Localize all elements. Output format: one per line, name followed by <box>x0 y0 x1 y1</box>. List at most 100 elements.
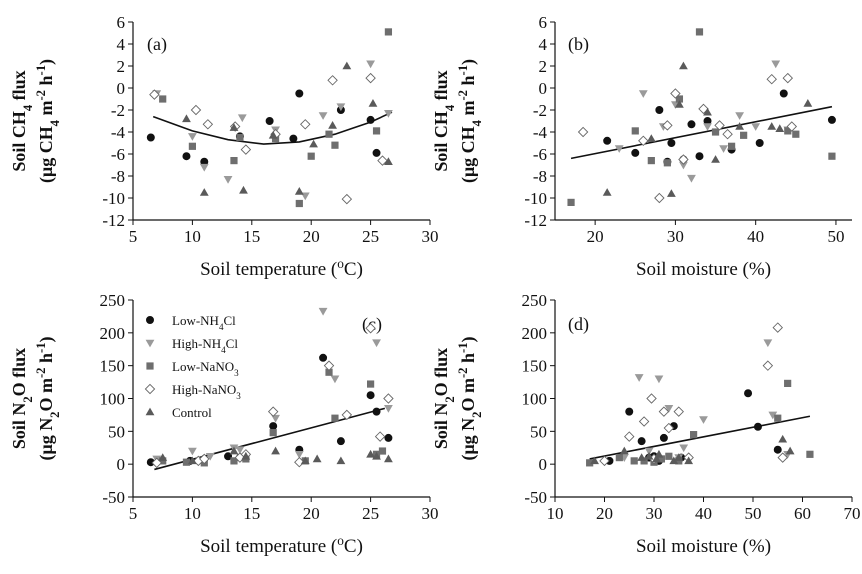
data-point <box>289 134 298 143</box>
data-point <box>331 414 339 422</box>
data-point <box>294 456 305 468</box>
data-point <box>775 124 785 132</box>
legend-label: Low-NaNO3 <box>172 359 239 378</box>
data-point <box>751 123 761 131</box>
x-tick-label: 5 <box>129 504 138 523</box>
data-point <box>644 451 654 460</box>
data-point <box>224 452 233 461</box>
data-point <box>679 444 689 453</box>
data-point <box>268 130 278 139</box>
data-point <box>182 152 191 161</box>
data-point <box>372 407 381 416</box>
data-point <box>300 119 311 130</box>
data-point <box>372 148 381 157</box>
y-tick-label: 250 <box>100 291 126 310</box>
data-point <box>637 453 647 461</box>
legend-label: High-NH4Cl <box>172 336 238 355</box>
data-point <box>654 375 664 384</box>
y-tick-label: -50 <box>524 488 547 507</box>
data-point <box>237 114 247 123</box>
y-tick-label: -10 <box>524 189 547 208</box>
data-point <box>384 454 393 463</box>
data-point <box>637 437 646 446</box>
data-point <box>159 95 167 103</box>
legend: Low-NH4Cl High-NH4Cl Low-NaNO3 High-NaNO3 Co… <box>144 313 241 420</box>
data-point <box>767 122 777 130</box>
data-point <box>188 133 197 141</box>
data-point <box>828 152 836 160</box>
data-point <box>325 368 333 376</box>
data-point <box>638 135 649 147</box>
data-point <box>678 154 689 165</box>
y-axis-label-line2: (μg CH4 m-2 h-1) <box>34 59 62 183</box>
data-point <box>766 73 777 85</box>
data-point <box>336 456 346 465</box>
x-tick-label: 15 <box>243 227 260 246</box>
data-point <box>615 454 623 462</box>
y-tick-label: -8 <box>111 167 125 186</box>
x-tick-label: 30 <box>422 504 439 523</box>
y-tick-label: 100 <box>100 390 126 409</box>
y-tick-label: 0 <box>539 455 548 474</box>
series-High-NH4Cl <box>152 60 393 201</box>
y-tick-label: -2 <box>533 101 547 120</box>
data-point <box>771 60 781 69</box>
x-tick-label: 30 <box>646 504 663 523</box>
x-tick-label: 20 <box>596 504 613 523</box>
data-point <box>777 452 788 463</box>
data-point <box>669 456 679 465</box>
y-tick-label: -4 <box>111 123 126 142</box>
data-point <box>654 192 665 204</box>
data-point <box>806 450 814 458</box>
data-point <box>646 134 656 142</box>
data-point <box>239 185 248 194</box>
series-High-NH4Cl <box>619 339 793 462</box>
data-point <box>223 176 233 184</box>
x-tick-label: 25 <box>362 504 379 523</box>
data-point <box>229 123 239 131</box>
y-axis-label-line1: Soil N2O flux <box>9 348 35 449</box>
data-point <box>631 148 640 157</box>
y-tick-label: 0 <box>539 79 548 98</box>
x-tick-label: 40 <box>747 227 764 246</box>
y-tick-label: 0 <box>117 79 126 98</box>
data-point <box>265 117 274 126</box>
data-point <box>614 145 624 153</box>
data-point <box>327 75 338 86</box>
legend-label: High-NaNO3 <box>172 382 241 401</box>
y-axis-label-line1: Soil CH4 flux <box>431 70 457 171</box>
data-point <box>711 155 720 163</box>
data-point <box>312 454 322 463</box>
data-point <box>307 152 315 160</box>
y-axis-label-line2: (μg N2O m-2 h-1) <box>456 336 484 460</box>
data-point <box>652 454 661 463</box>
data-point <box>744 389 753 398</box>
y-axis-label-line1: Soil N2O flux <box>431 348 457 449</box>
y-tick-label: 2 <box>539 57 548 76</box>
data-point <box>202 119 214 130</box>
data-point <box>318 112 328 120</box>
series-Control <box>158 446 393 465</box>
panel-b: -12 -10 -8 -6 -4 -2 0 2 4 6 20 30 40 50 Soil moisture … <box>431 13 852 280</box>
data-point <box>205 452 215 461</box>
data-point <box>714 120 725 131</box>
data-point <box>690 431 698 439</box>
data-point <box>665 452 673 460</box>
data-point <box>365 72 376 84</box>
data-point <box>619 446 629 455</box>
data-point <box>365 323 376 334</box>
data-point <box>199 453 210 465</box>
x-tick-label: 15 <box>243 504 260 523</box>
fit-curve <box>152 111 393 145</box>
data-point <box>784 379 792 387</box>
data-point <box>384 110 393 118</box>
data-point <box>803 99 813 107</box>
data-point <box>586 459 594 467</box>
y-tick-label: -4 <box>533 123 548 142</box>
data-point <box>603 136 612 145</box>
data-point <box>774 414 782 422</box>
data-point <box>229 446 239 455</box>
data-point <box>188 142 196 150</box>
y-tick-label: 100 <box>522 390 548 409</box>
